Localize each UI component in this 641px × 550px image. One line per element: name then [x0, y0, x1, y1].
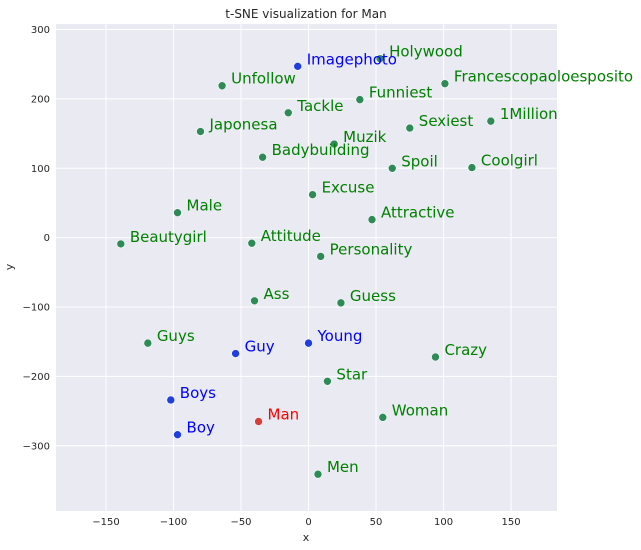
data-point-attractive [367, 215, 377, 224]
y-tick-label: 0 [44, 233, 50, 244]
data-point-1million [486, 116, 496, 126]
data-label-boys: Boys [180, 384, 216, 402]
y-tick-label: −300 [23, 441, 50, 452]
x-tick-label: −100 [160, 517, 187, 528]
data-point-holywood [375, 54, 385, 63]
data-label-1million: 1Million [500, 105, 558, 123]
y-tick-label: 300 [31, 25, 50, 36]
data-point-personality [316, 252, 325, 261]
data-points [116, 54, 496, 479]
data-point-boy [173, 430, 182, 439]
x-tick-label: 0 [305, 517, 311, 528]
plot-area [56, 24, 557, 511]
y-tick-label: 200 [31, 94, 50, 105]
data-label-male: Male [187, 197, 223, 215]
data-point-male [173, 208, 182, 217]
data-point-tackle [283, 108, 293, 118]
data-label-coolgirl: Coolgirl [481, 152, 538, 170]
data-point-badybuilding [258, 152, 267, 162]
data-point-coolgirl [467, 163, 477, 172]
data-label-guy: Guy [245, 338, 275, 356]
data-label-tackle: Tackle [296, 97, 343, 115]
data-label-unfollow: Unfollow [231, 70, 296, 88]
data-point-spoil [387, 163, 397, 173]
data-point-imagephoto [293, 62, 303, 71]
data-point-guys [143, 338, 153, 348]
data-point-japonesa [196, 127, 205, 136]
data-label-sexiest: Sexiest [419, 112, 474, 130]
y-tick-label: −100 [23, 303, 50, 314]
data-label-attractive: Attractive [381, 204, 455, 222]
data-point-attitude [247, 238, 257, 248]
data-label-personality: Personality [330, 240, 413, 258]
data-label-muzik: Muzik [343, 128, 386, 146]
chart-title: t-SNE visualization for Man [225, 7, 386, 21]
x-tick-label: 150 [502, 517, 521, 528]
x-tick-label: −50 [230, 517, 251, 528]
data-label-spoil: Spoil [401, 152, 438, 170]
x-tick-label: 100 [434, 517, 453, 528]
x-axis-label: x [303, 531, 310, 544]
x-tick-label: 50 [370, 517, 383, 528]
data-label-woman: Woman [392, 401, 448, 419]
data-point-francescopaoloesposito [440, 79, 450, 88]
data-label-attitude: Attitude [261, 227, 321, 245]
data-point-unfollow [217, 81, 227, 91]
data-point-crazy [431, 352, 440, 362]
data-label-imagephoto: Imagephoto [307, 50, 397, 68]
data-label-star: Star [336, 365, 368, 383]
y-axis-label: y [3, 263, 16, 270]
data-point-guy [231, 349, 240, 358]
data-point-man [254, 417, 263, 426]
data-point-excuse [308, 190, 317, 199]
data-label-holywood: Holywood [389, 43, 463, 61]
data-point-young [304, 338, 313, 348]
data-label-guess: Guess [350, 287, 396, 305]
x-axis-ticks: −150 −100 −50 0 50 100 150 [92, 517, 520, 528]
y-axis-ticks: −300 −200 −100 0 100 200 300 [23, 25, 50, 452]
y-tick-label: 100 [31, 164, 50, 175]
data-label-men: Men [327, 458, 359, 476]
x-tick-label: −150 [92, 517, 119, 528]
data-label-ass: Ass [264, 285, 290, 303]
data-label-boy: Boy [187, 419, 215, 437]
data-point-guess [336, 298, 346, 308]
data-point-woman [378, 413, 388, 422]
data-point-sexiest [405, 123, 415, 133]
data-point-muzik [329, 139, 339, 149]
data-label-excuse: Excuse [322, 179, 375, 197]
data-point-ass [250, 296, 259, 306]
data-point-boys [166, 395, 176, 405]
data-point-men [313, 469, 323, 479]
data-label-beautygirl: Beautygirl [130, 228, 207, 246]
data-point-funniest [355, 95, 365, 104]
y-tick-label: −200 [23, 372, 50, 383]
data-label-man: Man [268, 406, 300, 424]
data-label-young: Young [317, 327, 363, 345]
data-label-badybuilding: Badybuilding [272, 141, 370, 159]
data-label-funniest: Funniest [369, 84, 433, 102]
grid-lines [56, 24, 557, 511]
data-label-francescopaoloesposito: Francescopaoloesposito [454, 68, 633, 86]
data-point-beautygirl [116, 239, 126, 249]
data-label-japonesa: Japonesa [208, 116, 277, 134]
data-point-star [323, 376, 332, 386]
data-label-guys: Guys [157, 327, 195, 345]
data-label-crazy: Crazy [444, 341, 487, 359]
